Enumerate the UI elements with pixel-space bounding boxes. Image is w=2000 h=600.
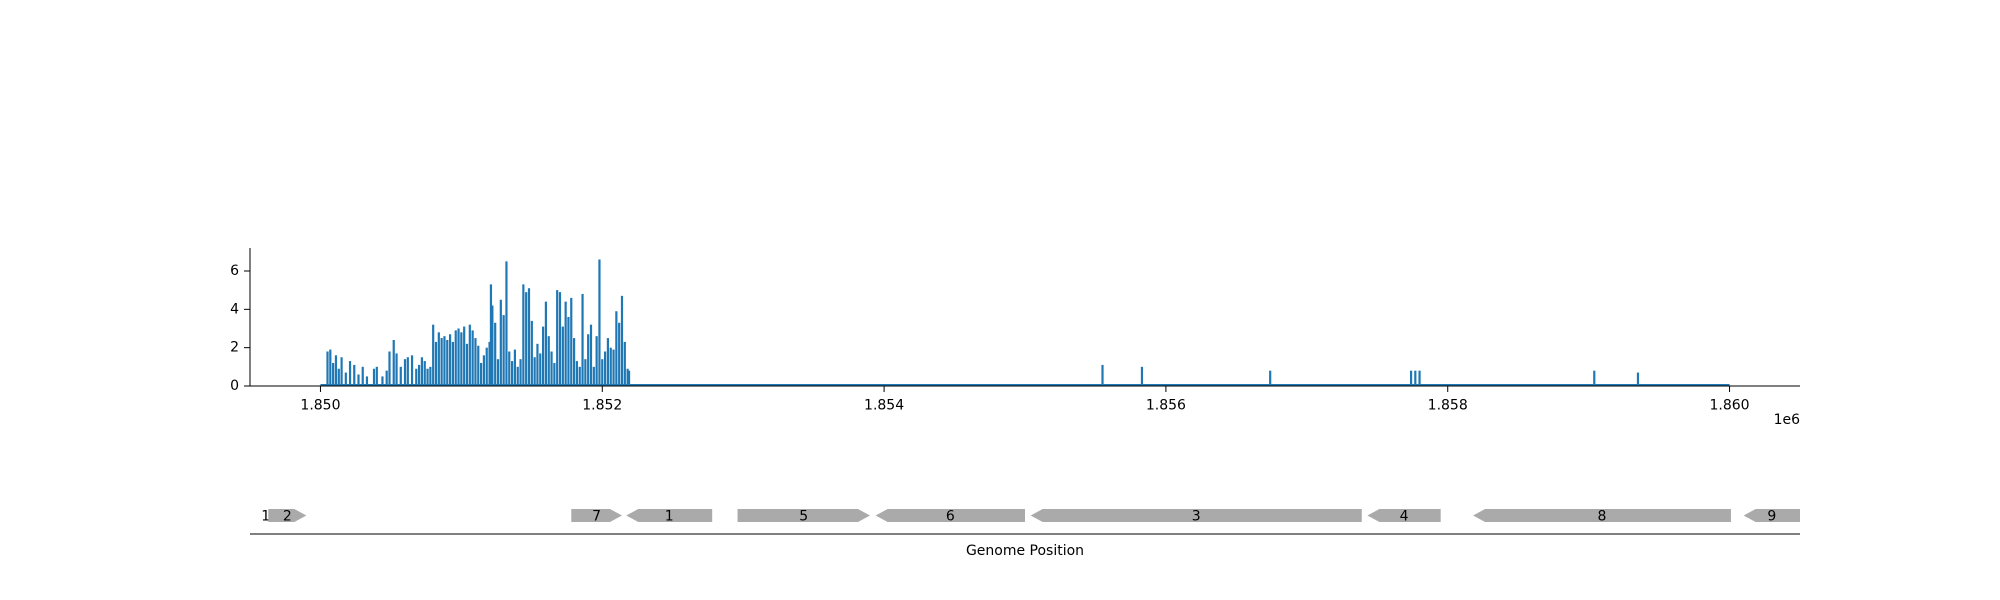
gene-label: 2 bbox=[283, 509, 292, 525]
gene-feature: 1 bbox=[626, 509, 713, 525]
gene-feature: 7 bbox=[571, 509, 622, 525]
gene-feature: 6 bbox=[875, 509, 1025, 525]
x-tick-label: 1.852 bbox=[582, 398, 622, 414]
coverage-y-ticks: 0 2 4 6 bbox=[230, 263, 250, 394]
gene-feature: 5 bbox=[737, 509, 870, 525]
coverage-x-ticks: 1.850 1.852 1.854 1.856 1.858 1.860 bbox=[300, 386, 1750, 414]
gene-arrow bbox=[1743, 509, 1800, 522]
x-tick-label: 1.858 bbox=[1428, 398, 1468, 414]
coverage-bars bbox=[320, 259, 1730, 386]
gene-feature: 3 bbox=[1030, 509, 1362, 525]
y-tick-label: 2 bbox=[230, 340, 239, 356]
gene-arrow bbox=[626, 509, 713, 522]
x-tick-label: 1.860 bbox=[1709, 398, 1749, 414]
y-tick-label: 6 bbox=[230, 263, 239, 279]
gene-label: 5 bbox=[799, 509, 808, 525]
gene-label: 8 bbox=[1598, 509, 1607, 525]
gene-arrow bbox=[737, 509, 870, 522]
x-tick-label: 1.856 bbox=[1146, 398, 1186, 414]
gene-track-xlabel: Genome Position bbox=[966, 543, 1084, 559]
gene-features: 10271563489 bbox=[261, 509, 1800, 525]
x-tick-label: 1.854 bbox=[864, 398, 904, 414]
gene-label: 3 bbox=[1192, 509, 1201, 525]
gene-label: 9 bbox=[1767, 509, 1776, 525]
x-offset-label: 1e6 bbox=[1774, 412, 1801, 428]
gene-feature: 2 bbox=[268, 509, 307, 525]
gene-feature: 9 bbox=[1743, 509, 1800, 525]
y-tick-label: 4 bbox=[230, 301, 239, 317]
gene-label: 1 bbox=[665, 509, 674, 525]
gene-label: 6 bbox=[946, 509, 955, 525]
gene-track: 10271563489 Genome Position bbox=[250, 509, 1800, 559]
x-tick-label: 1.850 bbox=[300, 398, 340, 414]
gene-feature: 8 bbox=[1473, 509, 1731, 525]
gene-arrow bbox=[1473, 509, 1731, 522]
gene-arrow bbox=[1030, 509, 1362, 522]
gene-arrow bbox=[268, 509, 307, 522]
gene-feature: 4 bbox=[1367, 509, 1441, 525]
gene-arrow bbox=[875, 509, 1025, 522]
gene-label: 4 bbox=[1400, 509, 1409, 525]
gene-label: 7 bbox=[592, 509, 601, 525]
gene-arrow bbox=[1367, 509, 1441, 522]
coverage-plot: 0 2 4 6 1.850 1.852 1.854 1.856 1.858 1.860 1e6 bbox=[230, 248, 1800, 428]
y-tick-label: 0 bbox=[230, 378, 239, 394]
gene-arrow bbox=[571, 509, 622, 522]
